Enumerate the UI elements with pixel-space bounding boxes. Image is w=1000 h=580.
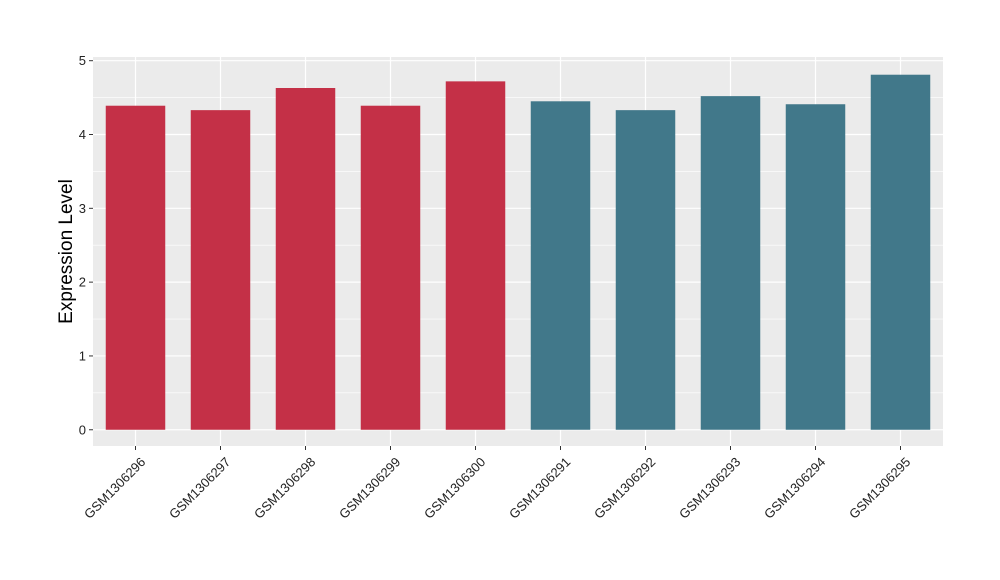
bar-GSM1306297: [190, 110, 251, 430]
bar-GSM1306295: [870, 74, 931, 430]
x-tick-label: GSM1306300: [421, 454, 488, 521]
bar-GSM1306292: [615, 110, 676, 430]
bar-GSM1306300: [445, 81, 506, 430]
bar-GSM1306294: [785, 104, 846, 430]
x-tick-label: GSM1306298: [251, 454, 318, 521]
y-tick-label: 2: [79, 275, 86, 290]
x-tick-label: GSM1306296: [81, 454, 148, 521]
x-axis: GSM1306296 GSM1306297 GSM1306298 GSM1306299…: [81, 446, 913, 522]
x-tick-label: GSM1306299: [336, 454, 403, 521]
y-tick-label: 0: [79, 422, 86, 437]
y-axis-title: Expression Level: [56, 179, 77, 324]
y-tick-label: 3: [79, 201, 86, 216]
y-axis: 0 1 2 3 4 5: [79, 53, 93, 437]
x-tick-label: GSM1306294: [761, 454, 828, 521]
y-tick-label: 4: [79, 127, 86, 142]
y-tick-label: 1: [79, 348, 86, 363]
x-tick-label: GSM1306291: [506, 454, 573, 521]
y-tick-label: 5: [79, 53, 86, 68]
x-tick-label: GSM1306292: [591, 454, 658, 521]
bar-GSM1306296: [105, 105, 166, 430]
x-tick-label: GSM1306297: [166, 454, 233, 521]
x-tick-label: GSM1306295: [846, 454, 913, 521]
bars: [105, 74, 931, 430]
x-tick-label: GSM1306293: [676, 454, 743, 521]
bar-GSM1306298: [275, 88, 336, 430]
bar-GSM1306291: [530, 101, 591, 430]
bar-GSM1306293: [700, 96, 761, 430]
bar-GSM1306299: [360, 105, 421, 430]
